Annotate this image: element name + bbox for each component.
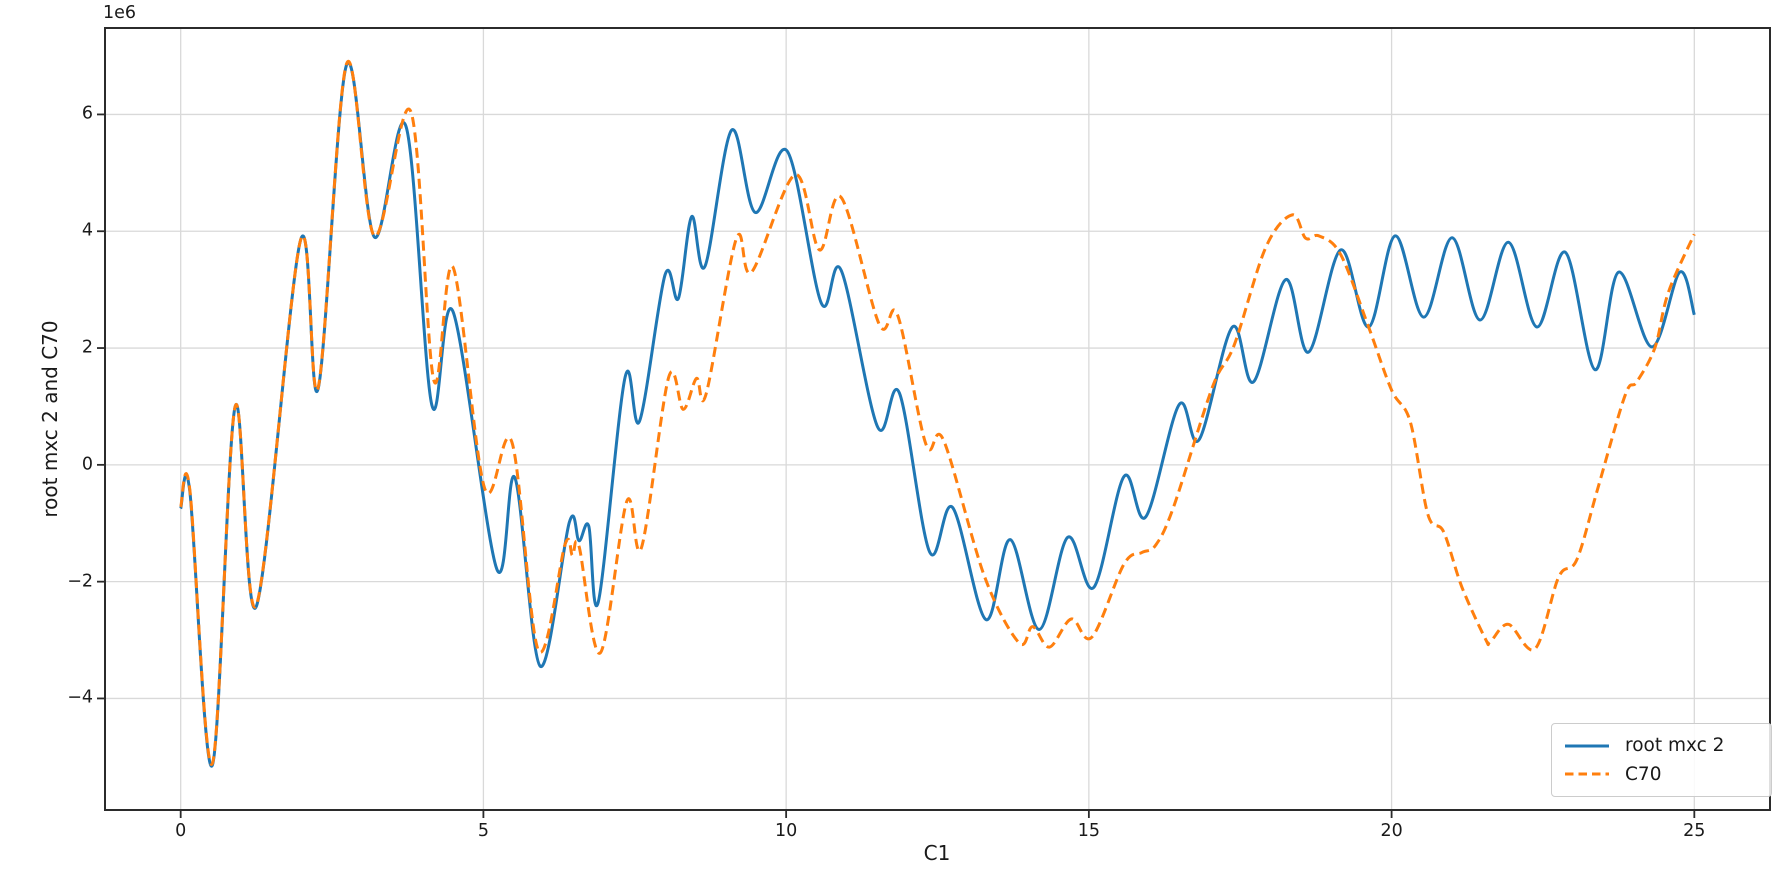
x-tick-label: 15 (1077, 821, 1100, 841)
x-tick-label: 25 (1683, 821, 1706, 841)
legend-label: C70 (1625, 763, 1662, 785)
legend-entry-root-mxc-2: root mxc 2 (1564, 735, 1759, 756)
x-tick-label: 5 (477, 821, 489, 841)
series-line-c70 (179, 59, 1696, 766)
legend: root mxc 2 C70 (1551, 723, 1772, 797)
y-tick-label: −2 (67, 570, 93, 591)
y-axis-offset-text: 1e6 (103, 3, 137, 23)
y-tick-label: 2 (81, 337, 93, 358)
x-tick-label: 10 (774, 821, 798, 841)
y-tick-label: 6 (81, 103, 93, 124)
series-line-root-mxc-2 (179, 60, 1696, 768)
x-tick-label: 20 (1380, 821, 1403, 841)
legend-label: root mxc 2 (1625, 735, 1725, 757)
x-axis-label: C1 (923, 841, 951, 865)
tick-marks (97, 113, 1696, 818)
y-axis-label: root mxc 2 and C70 (38, 320, 62, 518)
plot-border (104, 27, 1771, 811)
y-tick-label: −4 (67, 687, 93, 708)
x-tick-label: 0 (175, 821, 187, 841)
legend-entry-c70: C70 (1564, 764, 1759, 785)
series-lines (179, 59, 1696, 768)
gridlines (105, 28, 1770, 810)
y-tick-label: 4 (81, 220, 93, 241)
y-tick-label: 0 (81, 454, 93, 475)
legend-line-dashed-icon (1565, 772, 1609, 776)
legend-line-solid-icon (1565, 744, 1609, 748)
